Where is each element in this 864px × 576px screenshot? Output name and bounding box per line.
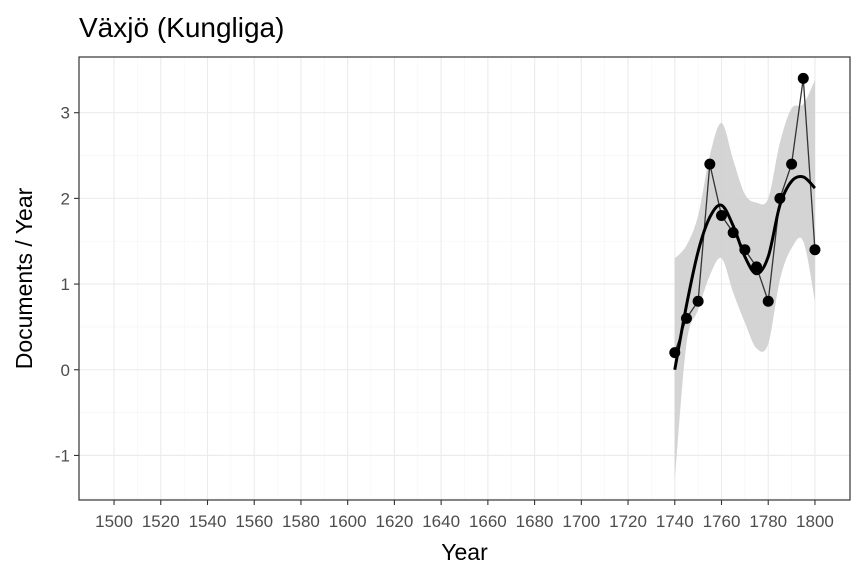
x-axis-ticks: 1500 1520 1540 1560 1580 1600 1620 1640 1660 1680… — [95, 500, 834, 531]
x-tick-label: 1740 — [656, 512, 694, 531]
x-tick-label: 1560 — [235, 512, 273, 531]
x-tick-label: 1600 — [329, 512, 367, 531]
x-tick-label: 1680 — [516, 512, 554, 531]
data-point — [774, 192, 786, 204]
x-axis-title: Year — [441, 539, 488, 565]
confidence-band-layer — [674, 80, 815, 482]
data-point — [809, 244, 821, 256]
x-tick-label: 1540 — [189, 512, 227, 531]
data-points-layer — [669, 72, 821, 359]
data-point — [727, 227, 739, 239]
x-tick-label: 1720 — [609, 512, 647, 531]
x-tick-label: 1800 — [796, 512, 834, 531]
major-gridlines — [79, 57, 850, 500]
y-axis-ticks: -1 0 1 2 3 — [55, 104, 79, 465]
smooth-series-layer — [673, 174, 817, 371]
data-point — [716, 210, 727, 222]
x-tick-label: 1500 — [95, 512, 133, 531]
y-tick-label: 2 — [61, 189, 70, 208]
x-tick-label: 1760 — [703, 512, 741, 531]
y-tick-label: 0 — [61, 361, 70, 380]
panel-border — [78, 56, 851, 501]
data-point — [680, 312, 692, 324]
y-tick-label: 1 — [61, 275, 70, 294]
data-point — [762, 295, 774, 307]
data-point — [669, 347, 681, 359]
data-point — [786, 158, 798, 170]
x-tick-label: 1520 — [142, 512, 180, 531]
data-point — [751, 261, 763, 273]
chart-title: Växjö (Kungliga) — [79, 12, 284, 43]
x-tick-label: 1780 — [749, 512, 787, 531]
data-point — [704, 158, 716, 170]
y-tick-label: -1 — [55, 446, 70, 465]
x-tick-label: 1700 — [562, 512, 600, 531]
y-tick-label: 3 — [61, 104, 70, 123]
data-point — [797, 72, 809, 84]
x-tick-label: 1620 — [375, 512, 413, 531]
y-axis-title: Documents / Year — [11, 187, 37, 369]
x-tick-label: 1580 — [282, 512, 320, 531]
smooth-trend-line — [673, 174, 817, 371]
confidence-band — [674, 80, 815, 482]
x-tick-label: 1660 — [469, 512, 507, 531]
data-point — [739, 244, 751, 256]
x-tick-label: 1640 — [422, 512, 460, 531]
data-point — [692, 295, 704, 307]
